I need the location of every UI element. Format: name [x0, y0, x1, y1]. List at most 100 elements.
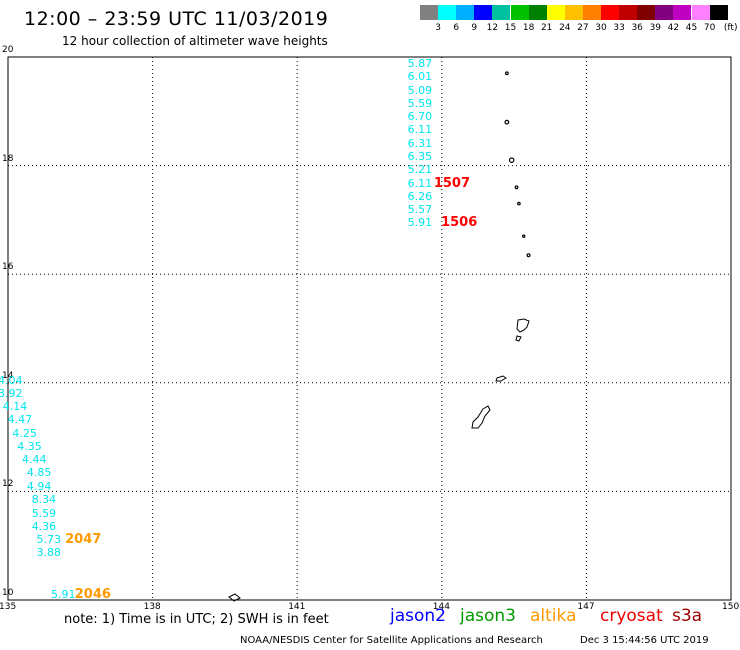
- pass-number: 1507: [433, 175, 471, 191]
- pass-number: 1506: [441, 215, 478, 231]
- legend-swatch: [438, 5, 457, 20]
- legend-label: 70: [703, 23, 716, 33]
- x-tick-label: 144: [432, 602, 450, 612]
- y-tick-label: 18: [2, 153, 14, 164]
- swh-value: 4.14: [2, 400, 28, 414]
- legend-swatch: [564, 5, 583, 20]
- swh-value: 5.59: [407, 96, 433, 110]
- legend-swatch: [546, 5, 565, 20]
- legend-swatch: [601, 5, 619, 20]
- legend-label: 30: [595, 23, 607, 33]
- y-tick-label: 14: [2, 370, 14, 381]
- swh-value: 4.44: [22, 453, 47, 467]
- legend-label: 45: [685, 23, 698, 33]
- swh-value: 5.57: [407, 203, 433, 217]
- legend-label: 9: [471, 23, 478, 33]
- tinian-outline: [515, 335, 522, 342]
- legend-unit: (ft): [723, 23, 738, 33]
- swh-value: 4.25: [12, 426, 37, 440]
- legend-label: 33: [613, 23, 625, 33]
- x-tick-label: 135: [0, 602, 17, 612]
- swh-value: 4.04: [0, 373, 23, 387]
- swh-value: 8.34: [31, 493, 57, 507]
- satellite-name: jason3: [460, 606, 516, 626]
- x-tick-label: 138: [143, 602, 161, 612]
- swh-value: 5.09: [407, 83, 433, 97]
- island-outline: [508, 157, 515, 163]
- swh-value: 6.31: [407, 136, 433, 150]
- legend-swatch: [619, 5, 638, 20]
- satellite-name: cryosat: [600, 606, 663, 626]
- island-outline: [522, 234, 526, 238]
- legend-swatch: [528, 5, 547, 20]
- swh-value: 4.94: [26, 480, 52, 494]
- satellite-name: jason2: [390, 606, 446, 626]
- legend-swatch: [655, 5, 674, 20]
- swh-value: 5.21: [407, 163, 433, 177]
- x-tick-label: 147: [577, 602, 595, 612]
- map-subtitle: 12 hour collection of altimeter wave hei…: [62, 34, 328, 48]
- y-tick-label: 12: [2, 479, 14, 490]
- legend-label: 15: [504, 23, 517, 33]
- legend-swatch: [691, 5, 710, 20]
- island-outline: [514, 185, 519, 190]
- legend-label: 42: [667, 23, 680, 33]
- legend-swatch: [510, 5, 529, 20]
- generation-timestamp: Dec 3 15:44:56 UTC 2019: [580, 635, 709, 646]
- legend-swatch: [709, 5, 728, 20]
- saipan-outline: [516, 318, 530, 333]
- island-outline: [504, 71, 509, 76]
- legend-label: 39: [649, 23, 662, 33]
- island-outline: [517, 201, 521, 206]
- x-tick-label: 150: [722, 602, 740, 612]
- y-tick-label: 20: [2, 45, 14, 55]
- satellite-name: s3a: [672, 606, 703, 626]
- swh-value: 6.11: [407, 123, 433, 137]
- legend-swatch: [582, 5, 601, 20]
- legend-label: 24: [559, 23, 571, 33]
- legend-swatch: [474, 5, 493, 20]
- swh-value: 3.88: [36, 546, 62, 560]
- legend-swatch: [637, 5, 656, 20]
- swh-value: 5.91: [407, 216, 433, 230]
- legend-label: 18: [522, 23, 535, 33]
- swh-value: 5.59: [31, 506, 57, 520]
- legend-label: 6: [453, 23, 460, 33]
- legend-label: 36: [631, 23, 643, 33]
- legend-swatch: [420, 5, 438, 20]
- swh-value: 5.91: [50, 587, 76, 601]
- map-frame: [7, 56, 732, 601]
- y-tick-label: 16: [2, 262, 14, 273]
- pass-number: 2047: [65, 532, 102, 548]
- swh-value: 3.92: [0, 386, 23, 400]
- map-title: 12:00 – 23:59 UTC 11/03/2019: [24, 8, 329, 30]
- legend-label: 12: [486, 23, 499, 33]
- legend-label: 3: [435, 23, 441, 33]
- y-tick-label: 10: [2, 588, 14, 598]
- swh-value: 5.87: [407, 57, 433, 71]
- satellite-name: altika: [530, 606, 577, 626]
- swh-value: 4.47: [7, 413, 33, 427]
- credit-line: NOAA/NESDIS Center for Satellite Applica…: [240, 635, 543, 646]
- swh-value: 6.70: [407, 110, 433, 124]
- swh-value: 4.36: [31, 519, 57, 533]
- swh-value: 5.73: [36, 533, 62, 547]
- swh-value: 6.26: [407, 189, 433, 203]
- islet-outline: [228, 593, 241, 602]
- legend-swatch: [456, 5, 475, 20]
- units-note: note: 1) Time is in UTC; 2) SWH is in fe…: [64, 612, 329, 627]
- swh-value: 4.85: [26, 466, 52, 480]
- guam-outline: [471, 405, 491, 429]
- legend-label: 21: [540, 23, 553, 33]
- island-outline: [504, 119, 510, 125]
- swh-value: 6.35: [407, 149, 433, 163]
- x-tick-label: 141: [288, 602, 306, 612]
- legend-swatch: [673, 5, 692, 20]
- legend-label: 27: [577, 23, 589, 33]
- swh-value: 6.11: [407, 176, 433, 190]
- pass-number: 2046: [74, 586, 111, 602]
- swh-value: 4.35: [17, 439, 42, 453]
- island-outline: [526, 253, 531, 258]
- swh-value: 6.01: [407, 70, 433, 84]
